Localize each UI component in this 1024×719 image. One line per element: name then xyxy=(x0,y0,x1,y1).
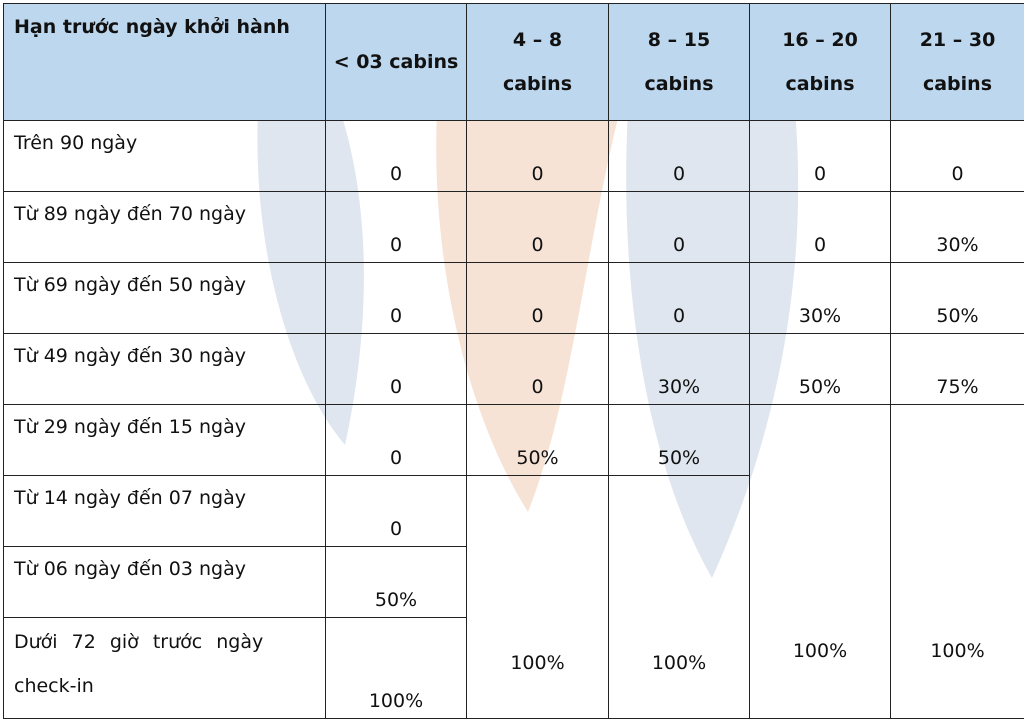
row-label: Từ 89 ngày đến 70 ngày xyxy=(4,192,326,263)
header-4-8-cabins: 4 – 8 cabins xyxy=(467,4,609,121)
fee-cell-merged: 100% xyxy=(750,405,891,719)
fee-cell: 50% xyxy=(326,547,467,618)
row-label: Từ 06 ngày đến 03 ngày xyxy=(4,547,326,618)
table-row: Từ 89 ngày đến 70 ngày 0 0 0 0 30% xyxy=(4,192,1024,263)
header-8-15-cabins: 8 – 15 cabins xyxy=(609,4,750,121)
fee-cell: 50% xyxy=(609,405,750,476)
row-label: Trên 90 ngày xyxy=(4,121,326,192)
row-label: Từ 14 ngày đến 07 ngày xyxy=(4,476,326,547)
fee-cell: 0 xyxy=(326,476,467,547)
header-row: Hạn trước ngày khởi hành < 03 cabins 4 –… xyxy=(4,4,1024,121)
cancellation-fee-table: Hạn trước ngày khởi hành < 03 cabins 4 –… xyxy=(3,3,1024,719)
header-16-20-unit: cabins xyxy=(785,73,854,95)
fee-cell: 50% xyxy=(891,263,1024,334)
header-16-20-cabins: 16 – 20 cabins xyxy=(750,4,891,121)
row-label: Dưới 72 giờ trước ngày check-in xyxy=(4,618,326,719)
fee-cell: 75% xyxy=(891,334,1024,405)
table-row: Từ 49 ngày đến 30 ngày 0 0 30% 50% 75% xyxy=(4,334,1024,405)
fee-cell: 0 xyxy=(326,334,467,405)
fee-cell: 0 xyxy=(609,192,750,263)
row-label: Từ 69 ngày đến 50 ngày xyxy=(4,263,326,334)
table-row: Từ 29 ngày đến 15 ngày 0 50% 50% 100% 10… xyxy=(4,405,1024,476)
header-4-8-range: 4 – 8 xyxy=(513,29,562,51)
fee-cell: 0 xyxy=(467,192,609,263)
fee-cell: 0 xyxy=(326,121,467,192)
fee-cell-merged: 100% xyxy=(467,476,609,719)
table-row: Trên 90 ngày 0 0 0 0 0 xyxy=(4,121,1024,192)
fee-cell: 0 xyxy=(750,121,891,192)
header-8-15-unit: cabins xyxy=(644,73,713,95)
fee-cell-merged: 100% xyxy=(891,405,1024,719)
header-under-3-cabins: < 03 cabins xyxy=(326,4,467,121)
header-21-30-range: 21 – 30 xyxy=(920,29,996,51)
fee-cell: 0 xyxy=(326,192,467,263)
fee-cell: 30% xyxy=(609,334,750,405)
table-row: Từ 69 ngày đến 50 ngày 0 0 0 30% 50% xyxy=(4,263,1024,334)
header-4-8-unit: cabins xyxy=(503,73,572,95)
row-label: Từ 49 ngày đến 30 ngày xyxy=(4,334,326,405)
fee-cell: 0 xyxy=(891,121,1024,192)
fee-cell: 0 xyxy=(609,263,750,334)
fee-cell-merged: 100% xyxy=(609,476,750,719)
header-21-30-unit: cabins xyxy=(923,73,992,95)
fee-cell: 0 xyxy=(326,263,467,334)
fee-cell: 30% xyxy=(750,263,891,334)
header-16-20-range: 16 – 20 xyxy=(782,29,858,51)
fee-cell: 50% xyxy=(750,334,891,405)
fee-cell: 50% xyxy=(467,405,609,476)
row-label: Từ 29 ngày đến 15 ngày xyxy=(4,405,326,476)
fee-cell: 0 xyxy=(326,405,467,476)
fee-cell: 0 xyxy=(467,334,609,405)
header-deadline: Hạn trước ngày khởi hành xyxy=(4,4,326,121)
fee-cell: 0 xyxy=(609,121,750,192)
fee-cell: 0 xyxy=(750,192,891,263)
fee-cell: 30% xyxy=(891,192,1024,263)
header-8-15-range: 8 – 15 xyxy=(648,29,710,51)
fee-cell: 100% xyxy=(326,618,467,719)
fee-cell: 0 xyxy=(467,121,609,192)
fee-cell: 0 xyxy=(467,263,609,334)
header-21-30-cabins: 21 – 30 cabins xyxy=(891,4,1024,121)
